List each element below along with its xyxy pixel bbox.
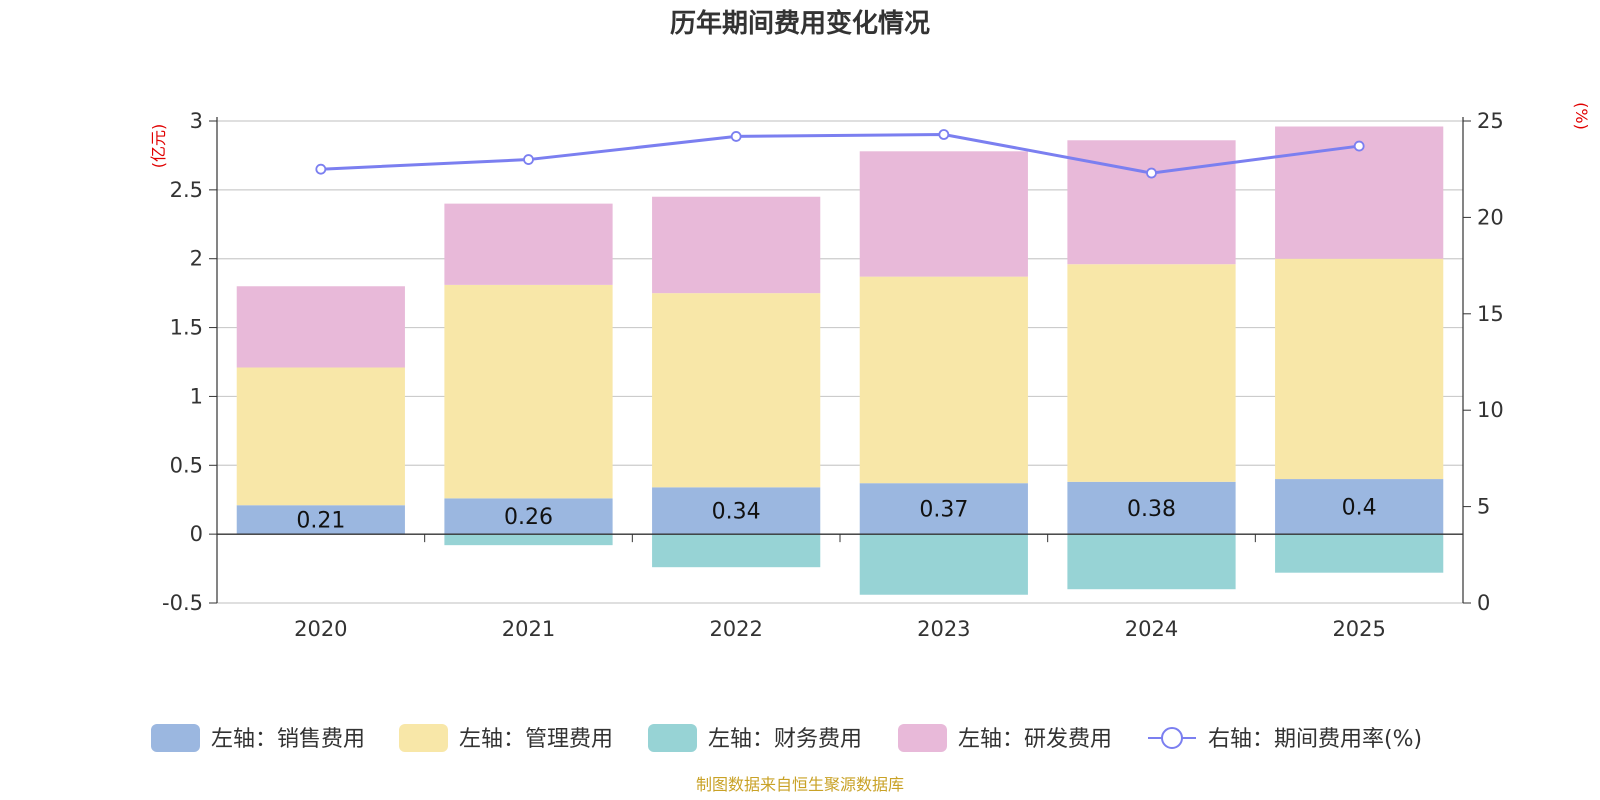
right-tick-label: 25 [1477, 109, 1504, 133]
rate-line-point [1353, 140, 1365, 152]
legend-item-3[interactable]: 左轴：研发费用 [898, 724, 1112, 752]
rate-line-point [730, 131, 742, 142]
left-tick-label: 0 [190, 522, 203, 546]
x-tick-label: 2025 [1332, 617, 1385, 641]
right-axis-unit: (%) [1572, 102, 1591, 130]
chart-title: 历年期间费用变化情况 [670, 8, 930, 39]
bar-2024-series-3 [1067, 140, 1236, 265]
bar-2023-series-2 [859, 534, 1028, 595]
rate-line-point [1146, 167, 1157, 179]
bar-2020-series-0 [236, 505, 405, 535]
rate-line-point [523, 154, 534, 165]
left-tick-label: 0.5 [170, 453, 203, 477]
bar-data-label: 0.38 [1127, 497, 1176, 522]
bar-labels: 0.21 0.26 0.34 0.37 0.38 0.4 [296, 496, 1376, 534]
bar-2020-series-3 [236, 286, 405, 368]
legend-item-0[interactable]: 左轴：销售费用 [151, 724, 365, 752]
bar-data-label: 0.4 [1342, 496, 1377, 521]
bar-2025-series-1 [1275, 258, 1444, 480]
bar-2025-series-0 [1275, 479, 1444, 535]
legend-item-1[interactable]: 左轴：管理费用 [399, 724, 613, 752]
legend-label: 左轴：研发费用 [958, 727, 1112, 752]
bar-2024-series-2 [1067, 534, 1236, 590]
rate-line-point [315, 163, 327, 175]
rate-line-point [938, 129, 950, 140]
x-tick-label: 2022 [709, 617, 762, 641]
right-tick-label: 5 [1477, 495, 1490, 519]
right-tick-label: 20 [1477, 205, 1504, 229]
bar-2020-series-1 [236, 367, 405, 506]
left-tick-label: -0.5 [162, 591, 203, 615]
bar-2024-series-0 [1067, 481, 1236, 535]
left-tick-label: 2.5 [170, 178, 203, 202]
bar-2021-series-1 [444, 284, 613, 499]
bar-2024-series-1 [1067, 264, 1236, 482]
left-tick-label: 1.5 [170, 316, 203, 340]
legend-label: 右轴：期间费用率(%) [1208, 727, 1422, 752]
source-note: 制图数据来自恒生聚源数据库 [696, 775, 904, 794]
bar-2022-series-0 [652, 487, 821, 535]
bar-data-label: 0.37 [919, 498, 968, 523]
legend-color-swatch [151, 724, 200, 752]
right-tick-label: 0 [1477, 591, 1490, 615]
legend-item-2[interactable]: 左轴：财务费用 [648, 724, 862, 752]
left-tick-label: 1 [190, 384, 203, 408]
bar-2022-series-2 [652, 534, 821, 568]
legend[interactable]: 左轴：销售费用 左轴：管理费用 左轴：财务费用 左轴：研发费用 右轴：期间费用率(%) [151, 724, 1422, 752]
bar-2022-series-1 [652, 293, 821, 488]
bar-2025-series-2 [1275, 534, 1444, 573]
bar-2022-series-3 [652, 196, 821, 294]
bar-data-label: 0.26 [504, 505, 553, 530]
legend-circle-swatch [1161, 727, 1183, 749]
bar-2023-series-0 [859, 483, 1028, 535]
bar-2021-series-0 [444, 498, 613, 535]
bar-2021-series-3 [444, 203, 613, 285]
bars [236, 126, 1444, 595]
left-axis-unit: (亿元) [149, 124, 168, 169]
left-tick-label: 2 [190, 247, 203, 271]
x-tick-label: 2023 [917, 617, 970, 641]
rate-line-path [320, 132, 1360, 175]
bar-data-label: 0.34 [712, 500, 761, 525]
legend-label: 左轴：销售费用 [211, 727, 365, 752]
bar-data-label: 0.21 [296, 509, 345, 534]
legend-color-swatch [648, 724, 697, 752]
left-tick-label: 3 [190, 109, 203, 133]
legend-item-4[interactable]: 右轴：期间费用率(%) [1148, 727, 1422, 752]
right-tick-label: 15 [1477, 302, 1504, 326]
legend-color-swatch [399, 724, 448, 752]
bar-2023-series-3 [859, 151, 1028, 277]
legend-label: 左轴：财务费用 [708, 727, 862, 752]
bar-2021-series-2 [444, 534, 613, 546]
x-tick-label: 2024 [1125, 617, 1178, 641]
rate-line [315, 129, 1365, 179]
gridlines [217, 120, 1463, 604]
x-tick-label: 2021 [502, 617, 555, 641]
right-tick-label: 10 [1477, 398, 1504, 422]
x-tick-label: 2020 [294, 617, 347, 641]
legend-color-swatch [898, 724, 947, 752]
legend-label: 左轴：管理费用 [459, 727, 613, 752]
bar-2023-series-1 [859, 276, 1028, 484]
